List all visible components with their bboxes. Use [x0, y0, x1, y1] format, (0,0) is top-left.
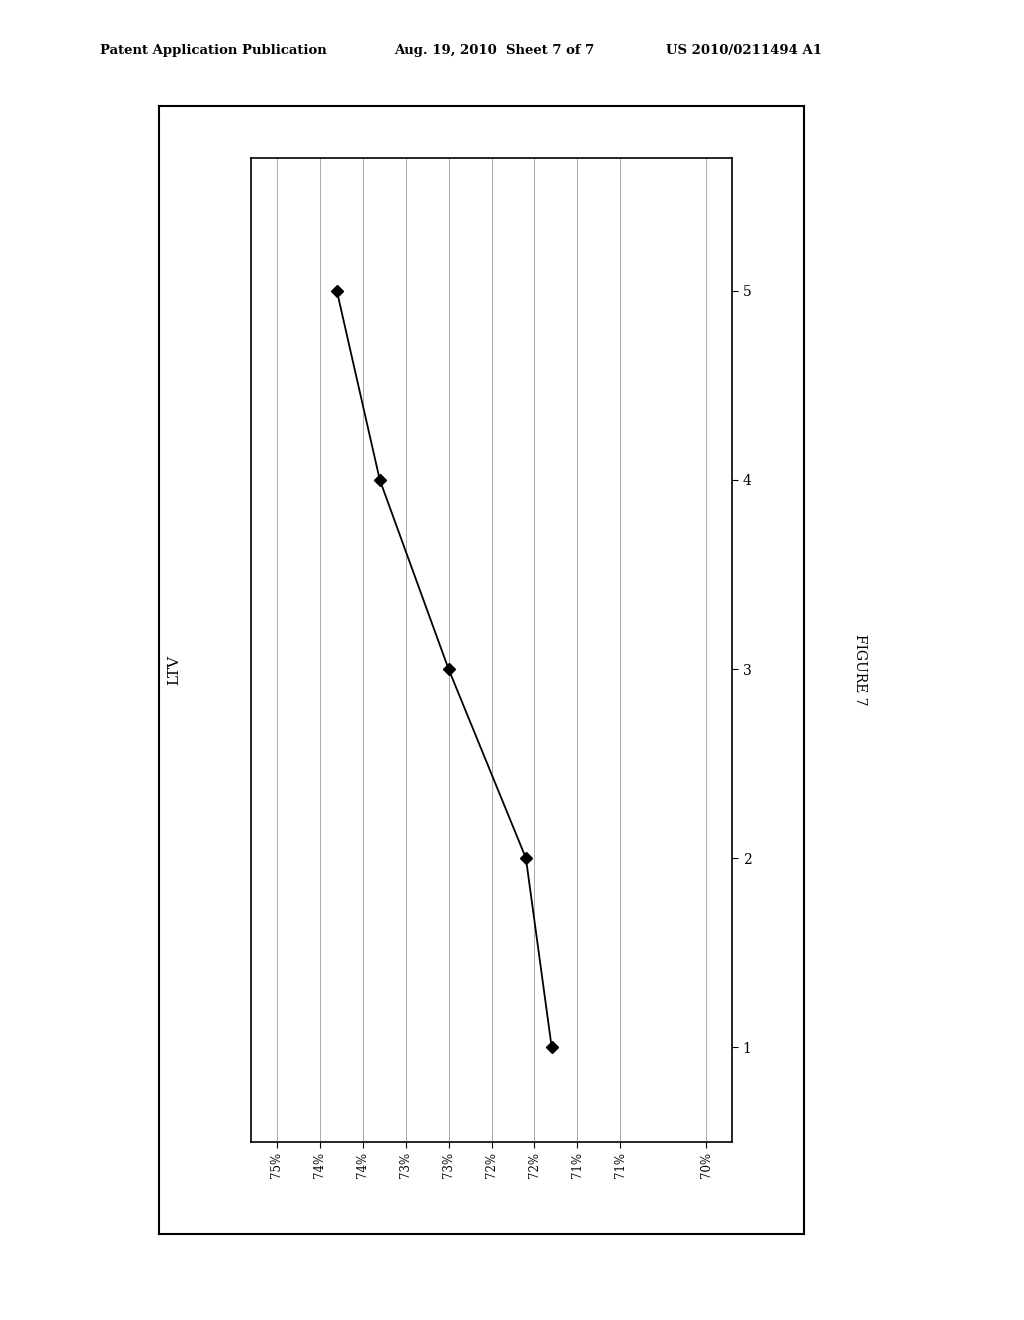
Text: US 2010/0211494 A1: US 2010/0211494 A1: [666, 44, 821, 57]
Text: FIGURE 7: FIGURE 7: [853, 634, 867, 706]
Text: LTV: LTV: [167, 655, 181, 685]
Text: Patent Application Publication: Patent Application Publication: [100, 44, 327, 57]
Text: Aug. 19, 2010  Sheet 7 of 7: Aug. 19, 2010 Sheet 7 of 7: [394, 44, 595, 57]
